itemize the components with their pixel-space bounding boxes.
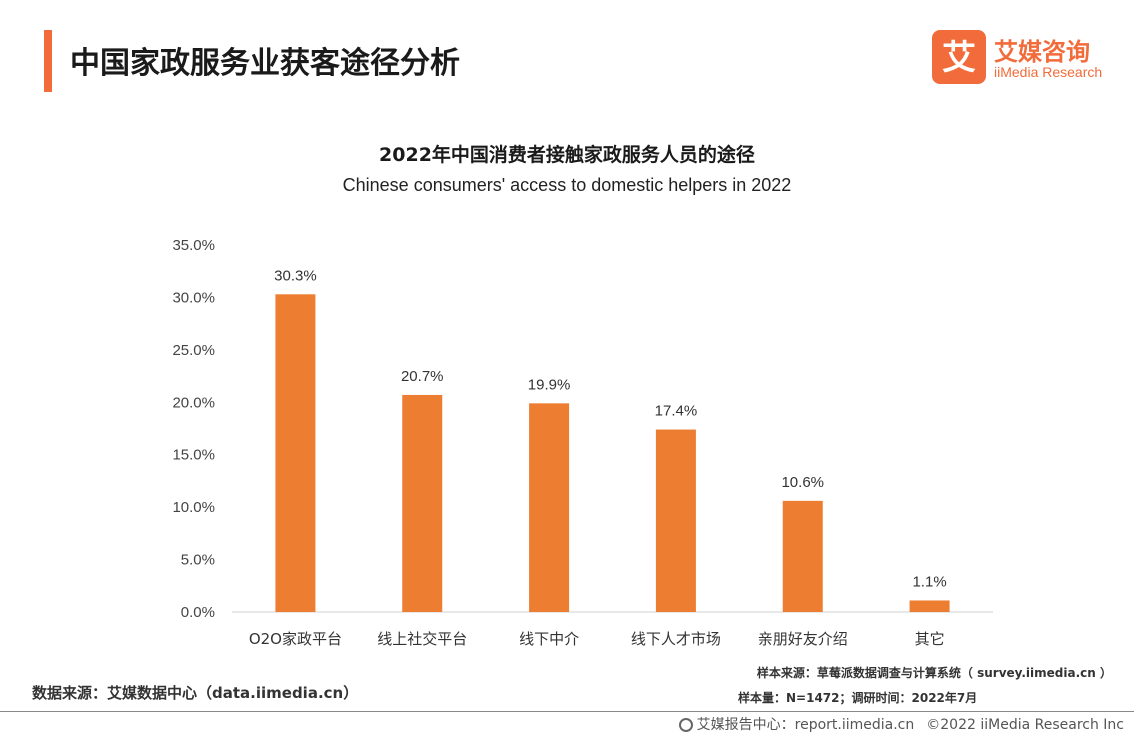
footer: 艾媒报告中心：report.iimedia.cn ©2022 iiMedia Re…	[678, 714, 1124, 734]
logo-glyph: 艾	[942, 38, 976, 78]
bar	[529, 403, 570, 612]
data-label: 17.4%	[655, 403, 698, 420]
data-source: 数据来源：艾媒数据中心（data.iimedia.cn）	[32, 684, 359, 702]
x-tick-label: O2O家政平台	[249, 630, 342, 648]
bar-chart: 0.0% 5.0% 10.0% 15.0% 20.0% 25.0% 30.0% 35.0% 30…	[172, 237, 993, 648]
data-label: 10.6%	[781, 474, 824, 491]
footer-divider	[0, 711, 1134, 712]
data-label: 1.1%	[912, 573, 946, 590]
chart-title: 2022年中国消费者接触家政服务人员的途径	[379, 144, 755, 166]
data-label: 30.3%	[274, 267, 317, 284]
y-tick-label: 5.0%	[181, 552, 215, 569]
y-tick-label: 15.0%	[172, 447, 215, 464]
bar	[909, 600, 950, 612]
bar	[402, 394, 443, 612]
sample-source: 样本来源：草莓派数据调查与计算系统（ survey.iimedia.cn ）	[756, 666, 1112, 680]
y-tick-label: 0.0%	[181, 604, 215, 621]
chart-subtitle: Chinese consumers' access to domestic he…	[342, 175, 792, 195]
logo-text-cn: 艾媒咨询	[994, 38, 1090, 66]
y-tick-label: 25.0%	[172, 342, 215, 359]
sample-size: 样本量：N=1472；调研时间：2022年7月	[738, 691, 978, 705]
data-label: 19.9%	[528, 376, 571, 393]
x-tick-label: 线下人才市场	[631, 630, 721, 648]
bar	[782, 500, 823, 612]
y-tick-label: 35.0%	[172, 237, 215, 254]
y-tick-label: 20.0%	[172, 394, 215, 411]
footer-report-center[interactable]: 艾媒报告中心：report.iimedia.cn	[696, 717, 915, 733]
title-accent-bar	[44, 30, 52, 92]
x-tick-label: 线下中介	[519, 630, 579, 648]
x-tick-label: 线上社交平台	[377, 630, 467, 648]
y-tick-label: 30.0%	[172, 289, 215, 306]
iimedia-logo: 艾 艾媒咨询 iiMedia Research	[932, 30, 1122, 90]
data-label: 20.7%	[401, 368, 444, 385]
bar	[275, 294, 316, 612]
globe-icon	[678, 718, 693, 732]
x-tick-label: 亲朋好友介绍	[758, 630, 848, 648]
bar	[655, 429, 696, 612]
y-tick-label: 10.0%	[172, 499, 215, 516]
x-tick-label: 其它	[915, 630, 945, 648]
logo-text-en: iiMedia Research	[994, 64, 1103, 80]
logo-mark-icon: 艾	[932, 30, 986, 84]
footer-copyright: ©2022 iiMedia Research Inc	[926, 717, 1124, 733]
page-title: 中国家政服务业获客途径分析	[70, 46, 460, 81]
